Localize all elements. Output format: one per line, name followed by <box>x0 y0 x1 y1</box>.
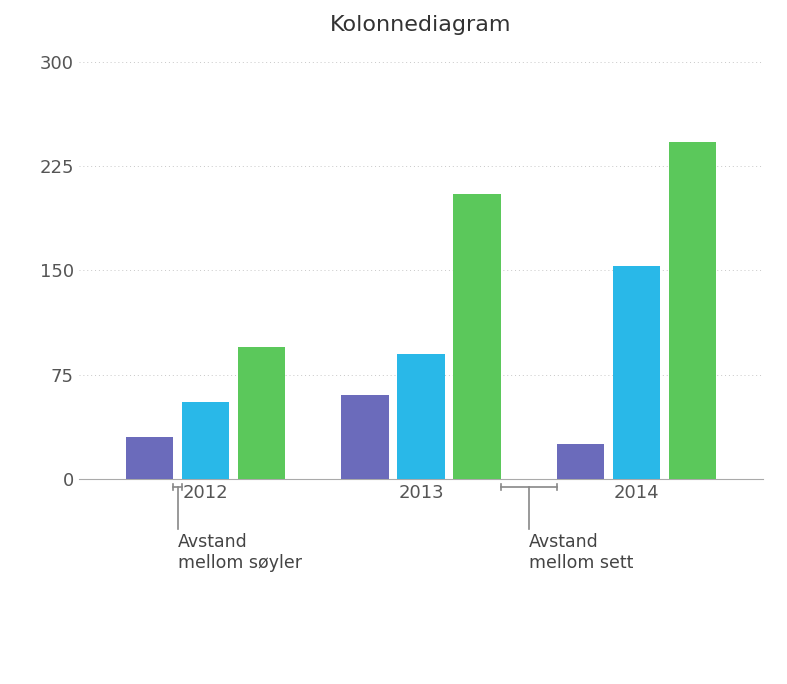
Bar <box>556 444 604 479</box>
Bar <box>182 402 230 479</box>
Text: Avstand
mellom søyler: Avstand mellom søyler <box>178 533 301 572</box>
Bar <box>342 395 389 479</box>
Bar <box>126 437 173 479</box>
Bar <box>238 347 286 479</box>
Bar <box>453 194 501 479</box>
Bar <box>397 354 445 479</box>
Bar <box>669 142 716 479</box>
Bar <box>612 266 660 479</box>
Title: Kolonnediagram: Kolonnediagram <box>331 15 512 35</box>
Text: Avstand
mellom sett: Avstand mellom sett <box>529 533 633 572</box>
